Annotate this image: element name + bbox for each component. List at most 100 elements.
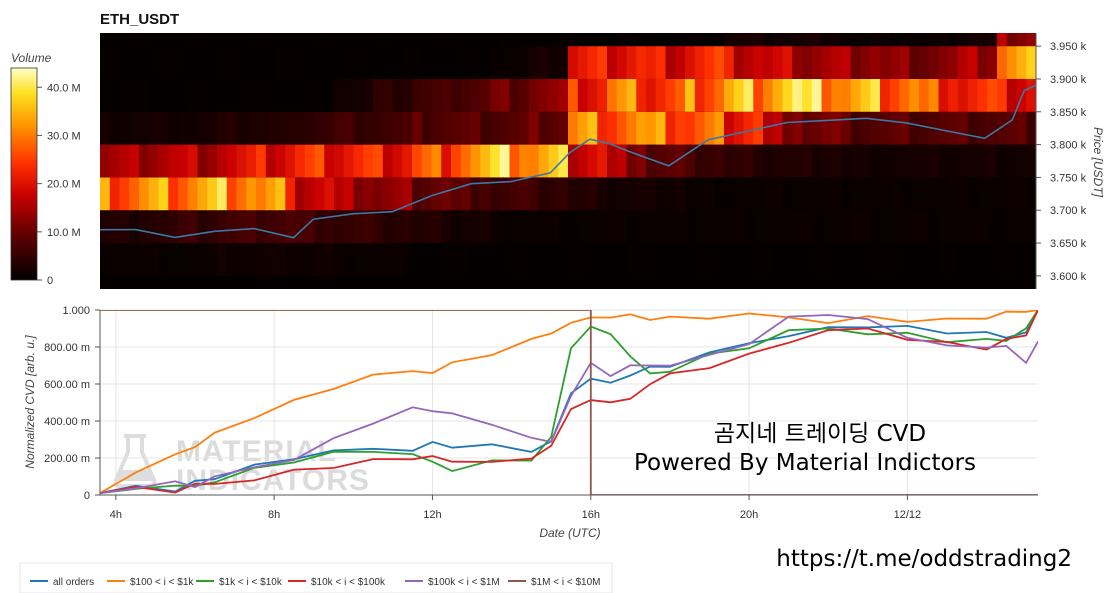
heatmap-cell: [948, 111, 959, 145]
heatmap-cell: [577, 33, 589, 47]
heatmap-cell: [100, 78, 111, 112]
heatmap-cell: [460, 144, 472, 178]
heatmap-cell: [685, 78, 696, 112]
heatmap-cell: [226, 78, 238, 112]
heatmap-cell: [509, 243, 520, 276]
heatmap-cell: [763, 210, 774, 244]
heatmap-cell: [1016, 243, 1027, 276]
heatmap-cell: [831, 210, 842, 244]
heatmap-cell: [285, 243, 296, 276]
heatmap-cell: [168, 33, 179, 47]
heatmap-cell: [275, 177, 286, 211]
heatmap-cell: [421, 33, 433, 47]
heatmap-cell: [334, 33, 345, 47]
heatmap-cell: [646, 111, 657, 145]
heatmap-cell: [704, 144, 715, 178]
heatmap-cell: [431, 111, 442, 145]
heatmap-cell: [363, 210, 374, 244]
heatmap-cell: [265, 177, 277, 211]
heatmap-cell: [139, 33, 150, 47]
heatmap-cell: [324, 177, 335, 211]
heatmap-cell: [821, 210, 832, 244]
heatmap-cell: [675, 78, 686, 112]
heatmap-cell: [529, 144, 540, 178]
heatmap-cell: [217, 46, 228, 79]
heatmap-cell: [470, 210, 481, 244]
heatmap-cell: [655, 243, 667, 276]
heatmap-cell: [880, 78, 891, 112]
colorbar-ticks: 40.0 M 30.0 M 20.0 M 10.0 M 0: [37, 82, 81, 287]
heatmap-cell: [480, 33, 491, 47]
heatmap-cell: [1026, 33, 1036, 47]
heatmap-cell: [909, 78, 920, 112]
heatmap-cell: [187, 111, 199, 145]
heatmap-cell: [802, 144, 813, 178]
price-tick-label: 3.700 k: [1050, 205, 1087, 217]
heatmap-cell: [675, 210, 686, 244]
heatmap-cell: [1026, 243, 1036, 276]
heatmap-cell: [490, 46, 501, 79]
heatmap-cell: [470, 33, 481, 47]
heatmap-cell: [958, 243, 969, 276]
heatmap-cell: [948, 144, 959, 178]
heatmap-cell: [841, 210, 852, 244]
heatmap-cell: [324, 33, 335, 47]
heatmap-cell: [899, 210, 910, 244]
heatmap-cell: [158, 210, 169, 244]
heatmap-cell: [626, 46, 637, 79]
heatmap-cell: [412, 46, 423, 79]
heatmap-cell: [343, 210, 355, 244]
heatmap-cell: [100, 243, 111, 276]
heatmap-cell: [733, 243, 745, 276]
heatmap-cell: [197, 78, 208, 112]
heatmap-cell: [431, 78, 442, 112]
heatmap-cell: [197, 33, 208, 47]
heatmap-cell: [880, 111, 891, 145]
heatmap-cell: [207, 33, 218, 47]
heatmap-cell: [324, 144, 335, 178]
heatmap-cell: [831, 78, 842, 112]
heatmap-cell: [119, 111, 130, 145]
heatmap-cell: [694, 210, 706, 244]
heatmap-cell: [499, 78, 511, 112]
heatmap-cell: [597, 243, 608, 276]
heatmap-cell: [568, 210, 579, 244]
heatmap-cell: [226, 177, 238, 211]
heatmap-cell: [480, 177, 491, 211]
heatmap-cell: [499, 243, 511, 276]
heatmap-cell: [148, 243, 160, 276]
heatmap-cell: [1026, 46, 1036, 79]
heatmap-cell: [919, 46, 930, 79]
heatmap-cell: [714, 177, 725, 211]
heatmap-cell: [655, 210, 667, 244]
heatmap-cell: [626, 33, 637, 47]
heatmap-cell: [148, 144, 160, 178]
colorbar-title: Volume: [11, 51, 52, 65]
heatmap-cell: [197, 46, 208, 79]
heatmap-cell: [626, 78, 637, 112]
heatmap-cell: [353, 243, 364, 276]
telegram-link[interactable]: https://t.me/oddstrading2: [776, 546, 1072, 572]
heatmap-cell: [958, 177, 969, 211]
heatmap-cell: [587, 144, 598, 178]
heatmap-cell: [295, 177, 306, 211]
heatmap-cell: [382, 144, 394, 178]
price-axis-ticks: 3.950 k 3.900 k 3.850 k 3.800 k 3.750 k 3.700…: [1036, 41, 1087, 283]
heatmap-cell: [451, 177, 462, 211]
heatmap-cell: [470, 111, 481, 145]
heatmap-cell: [412, 144, 423, 178]
heatmap-cell: [685, 33, 696, 47]
heatmap-cell: [704, 177, 715, 211]
heatmap-cell: [100, 177, 111, 211]
heatmap-cell: [412, 78, 423, 112]
heatmap-cell: [626, 243, 637, 276]
heatmap-cell: [928, 177, 940, 211]
heatmap-cell: [109, 144, 121, 178]
heatmap-cell: [412, 111, 423, 145]
price-tick-label: 3.800 k: [1050, 140, 1087, 152]
heatmap-cell: [324, 210, 335, 244]
heatmap-cell: [168, 210, 179, 244]
heatmap-cell: [197, 177, 208, 211]
price-line: [100, 84, 1036, 239]
heatmap-cell: [831, 111, 842, 145]
